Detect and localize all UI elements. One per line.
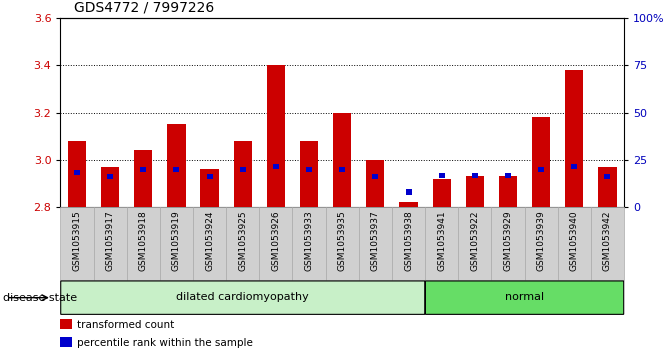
Text: transformed count: transformed count (77, 320, 174, 330)
Bar (605, 174, 611, 179)
Bar (399, 202, 417, 207)
Text: GSM1053918: GSM1053918 (139, 211, 148, 271)
Bar (439, 173, 445, 178)
Bar (538, 167, 544, 172)
Text: disease state: disease state (3, 293, 77, 303)
Bar (558, 207, 591, 280)
Text: GSM1053941: GSM1053941 (437, 211, 446, 271)
Bar (167, 125, 186, 207)
Text: GSM1053922: GSM1053922 (470, 211, 479, 271)
Text: GSM1053933: GSM1053933 (305, 211, 313, 271)
Bar (60, 337, 72, 347)
FancyBboxPatch shape (60, 281, 425, 314)
Bar (392, 207, 425, 280)
Text: GSM1053929: GSM1053929 (503, 211, 513, 271)
Text: GSM1053938: GSM1053938 (404, 211, 413, 271)
Text: GSM1053925: GSM1053925 (238, 211, 247, 271)
Text: percentile rank within the sample: percentile rank within the sample (77, 338, 253, 348)
Text: GSM1053937: GSM1053937 (371, 211, 380, 271)
Text: normal: normal (505, 292, 544, 302)
Bar (293, 207, 325, 280)
Bar (60, 319, 72, 329)
Text: dilated cardiomyopathy: dilated cardiomyopathy (176, 292, 309, 302)
Bar (340, 167, 345, 172)
Bar (499, 176, 517, 207)
Bar (207, 174, 213, 179)
Bar (101, 167, 119, 207)
Bar (333, 113, 352, 207)
Bar (466, 176, 484, 207)
Bar (306, 167, 312, 172)
Bar (458, 207, 491, 280)
Bar (571, 164, 577, 170)
Bar (107, 174, 113, 179)
Text: GSM1053924: GSM1053924 (205, 211, 214, 271)
Bar (491, 207, 525, 280)
Bar (93, 207, 127, 280)
Bar (405, 189, 411, 195)
Bar (359, 207, 392, 280)
Bar (127, 207, 160, 280)
Bar (565, 70, 583, 207)
Bar (68, 141, 86, 207)
Bar (193, 207, 226, 280)
Bar (201, 169, 219, 207)
Text: GSM1053915: GSM1053915 (72, 211, 81, 271)
Bar (140, 167, 146, 172)
Text: GSM1053917: GSM1053917 (105, 211, 115, 271)
Bar (591, 207, 624, 280)
Bar (173, 167, 179, 172)
Text: GDS4772 / 7997226: GDS4772 / 7997226 (74, 0, 214, 15)
Bar (240, 167, 246, 172)
Bar (160, 207, 193, 280)
Bar (525, 207, 558, 280)
Bar (325, 207, 359, 280)
Bar (300, 141, 318, 207)
Bar (472, 173, 478, 178)
Bar (505, 173, 511, 178)
Bar (433, 179, 451, 207)
Text: GSM1053919: GSM1053919 (172, 211, 181, 271)
Bar (74, 170, 80, 175)
Bar (267, 65, 285, 207)
Bar (60, 207, 93, 280)
Bar (372, 174, 378, 179)
Bar (226, 207, 259, 280)
Text: GSM1053926: GSM1053926 (271, 211, 280, 271)
Bar (425, 207, 458, 280)
Bar (259, 207, 293, 280)
Bar (366, 160, 384, 207)
Text: GSM1053935: GSM1053935 (338, 211, 347, 271)
Bar (599, 167, 617, 207)
Bar (234, 141, 252, 207)
FancyBboxPatch shape (425, 281, 624, 314)
Bar (134, 150, 152, 207)
Bar (532, 117, 550, 207)
Bar (273, 164, 279, 170)
Text: GSM1053939: GSM1053939 (537, 211, 546, 271)
Text: GSM1053942: GSM1053942 (603, 211, 612, 271)
Text: GSM1053940: GSM1053940 (570, 211, 579, 271)
